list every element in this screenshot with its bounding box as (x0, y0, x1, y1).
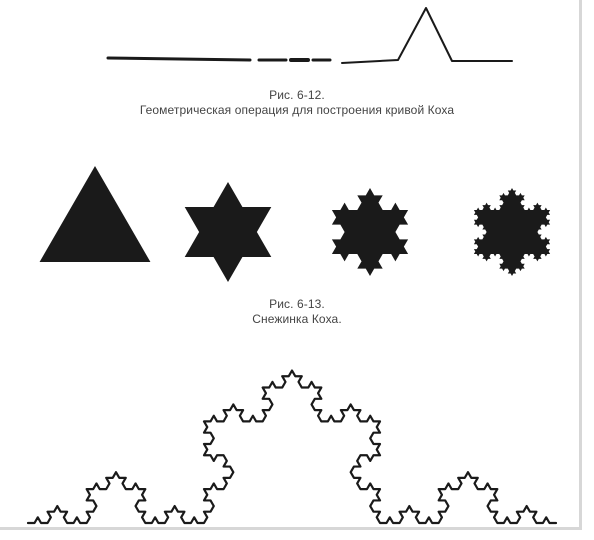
koch-operation-diagram (106, 7, 513, 64)
figure-12-caption: Рис. 6-12. Геометрическая операция для п… (0, 88, 594, 118)
snowflake-row (39, 166, 551, 282)
figure-13-text: Снежинка Коха. (252, 312, 342, 326)
snowflake-iteration-2 (331, 188, 409, 276)
koch-generator-curve (341, 7, 513, 64)
snowflake-iteration-0 (39, 166, 151, 262)
frame-border-right (579, 0, 582, 530)
snowflake-iteration-1 (184, 182, 272, 282)
figure-12-number: Рис. 6-12. (269, 88, 325, 102)
figure-13-caption: Рис. 6-13. Снежинка Коха. (0, 297, 594, 327)
figure-13-number: Рис. 6-13. (269, 297, 325, 311)
koch-curve (26, 369, 558, 525)
frame-border-bottom (0, 527, 582, 530)
snowflake-iteration-3 (473, 188, 551, 276)
initial-segment (106, 56, 252, 62)
figure-12-text: Геометрическая операция для построения к… (139, 103, 455, 117)
